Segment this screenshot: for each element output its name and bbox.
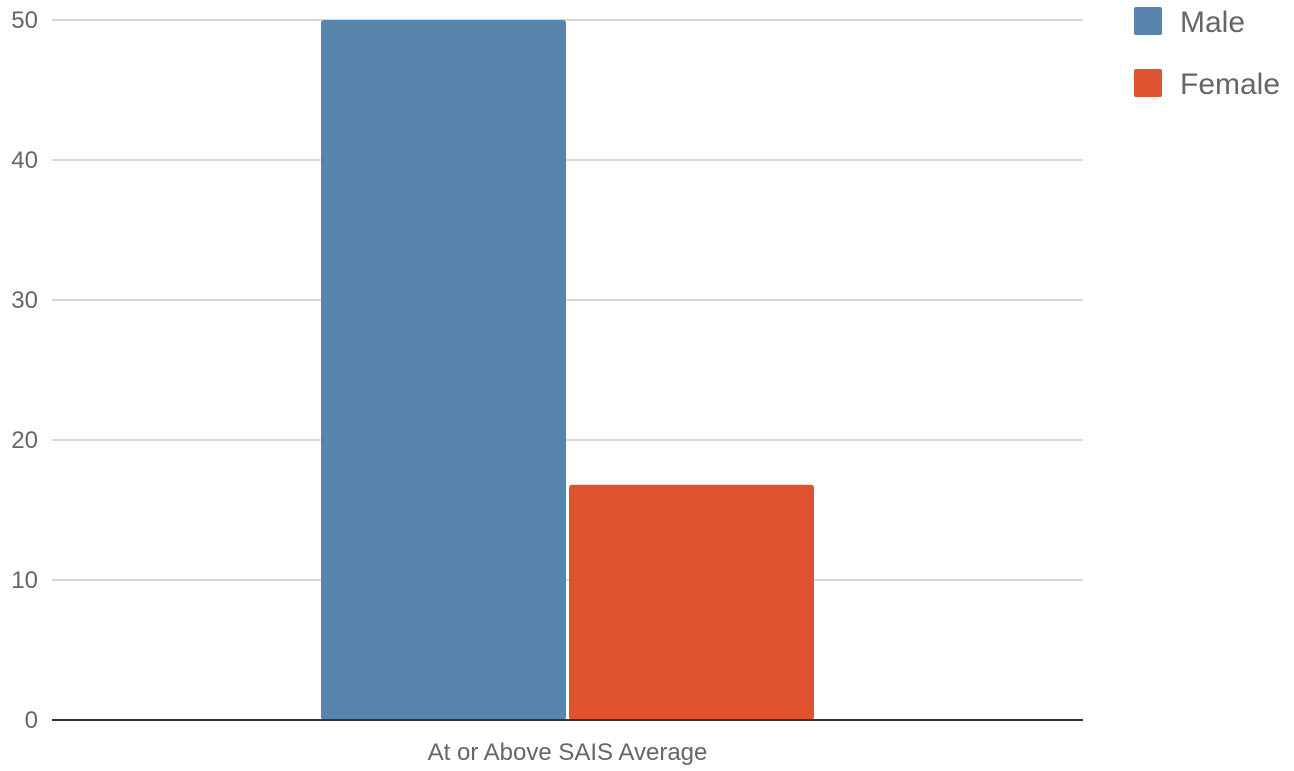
bar-male bbox=[321, 20, 566, 720]
y-tick-label: 50 bbox=[11, 7, 38, 34]
legend-swatch-female bbox=[1134, 69, 1162, 97]
bars bbox=[321, 20, 814, 720]
y-tick-label: 0 bbox=[25, 707, 38, 734]
legend: Male Female bbox=[1134, 6, 1280, 101]
y-tick-label: 40 bbox=[11, 147, 38, 174]
x-axis-category-labels: At or Above SAIS Average bbox=[428, 739, 708, 766]
gridlines bbox=[52, 19, 1083, 581]
x-category-label: At or Above SAIS Average bbox=[428, 739, 708, 766]
y-axis-tick-labels: 0 10 20 30 40 50 bbox=[11, 7, 38, 734]
y-tick-label: 10 bbox=[11, 567, 38, 594]
bar-female bbox=[569, 484, 814, 720]
y-tick-label: 20 bbox=[11, 427, 38, 454]
legend-label-male: Male bbox=[1180, 6, 1245, 39]
y-tick-label: 30 bbox=[11, 287, 38, 314]
legend-swatch-male bbox=[1134, 7, 1162, 35]
legend-label-female: Female bbox=[1180, 68, 1280, 101]
